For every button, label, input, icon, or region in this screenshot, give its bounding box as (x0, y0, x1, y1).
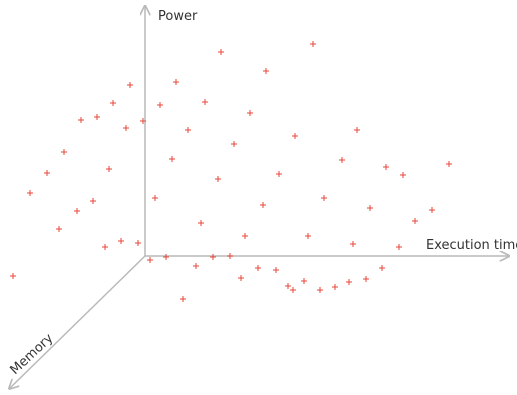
data-point (218, 49, 224, 55)
data-point (429, 207, 435, 213)
data-point (147, 257, 153, 263)
data-point (94, 114, 100, 120)
data-point (27, 190, 33, 196)
data-point (301, 278, 307, 284)
memory-axis-label: Memory (7, 331, 56, 378)
data-point (290, 287, 296, 293)
data-point (106, 166, 112, 172)
data-point (123, 125, 129, 131)
memory-axis (10, 255, 146, 388)
data-point (247, 110, 253, 116)
data-point (173, 79, 179, 85)
data-point (44, 170, 50, 176)
data-point (363, 276, 369, 282)
data-point (118, 238, 124, 244)
data-point (383, 164, 389, 170)
data-point (198, 220, 204, 226)
data-point (310, 41, 316, 47)
data-point (354, 127, 360, 133)
data-point (90, 198, 96, 204)
data-point (231, 141, 237, 147)
data-point (169, 156, 175, 162)
data-point (56, 226, 62, 232)
data-point (135, 240, 141, 246)
data-point (276, 171, 282, 177)
data-point (400, 172, 406, 178)
execution-time-axis-label: Execution time (426, 238, 517, 253)
data-point (157, 102, 163, 108)
data-point (10, 273, 16, 279)
data-point (127, 82, 133, 88)
data-point (285, 283, 291, 289)
data-point (215, 176, 221, 182)
data-point (446, 161, 452, 167)
data-point (180, 296, 186, 302)
data-point (332, 284, 338, 290)
data-point (346, 279, 352, 285)
data-point (152, 195, 158, 201)
data-point (227, 253, 233, 259)
data-point (260, 202, 266, 208)
data-point (242, 233, 248, 239)
data-point (202, 99, 208, 105)
power-axis-label: Power (158, 9, 198, 24)
data-point (305, 233, 311, 239)
data-point (238, 275, 244, 281)
data-point (367, 205, 373, 211)
data-point (210, 254, 216, 260)
data-point (350, 241, 356, 247)
data-point (339, 157, 345, 163)
data-point (263, 68, 269, 74)
data-point (102, 244, 108, 250)
data-point (61, 149, 67, 155)
data-point (163, 254, 169, 260)
data-point (379, 265, 385, 271)
axes (10, 7, 508, 388)
data-point (78, 117, 84, 123)
data-point (317, 287, 323, 293)
data-point (255, 265, 261, 271)
data-point (110, 100, 116, 106)
data-point (273, 267, 279, 273)
data-point (292, 133, 298, 139)
data-point (321, 195, 327, 201)
data-point (74, 208, 80, 214)
data-point (396, 244, 402, 250)
data-point (185, 127, 191, 133)
scatter-points (10, 41, 452, 302)
data-point (412, 218, 418, 224)
data-point (140, 118, 146, 124)
data-point (193, 263, 199, 269)
